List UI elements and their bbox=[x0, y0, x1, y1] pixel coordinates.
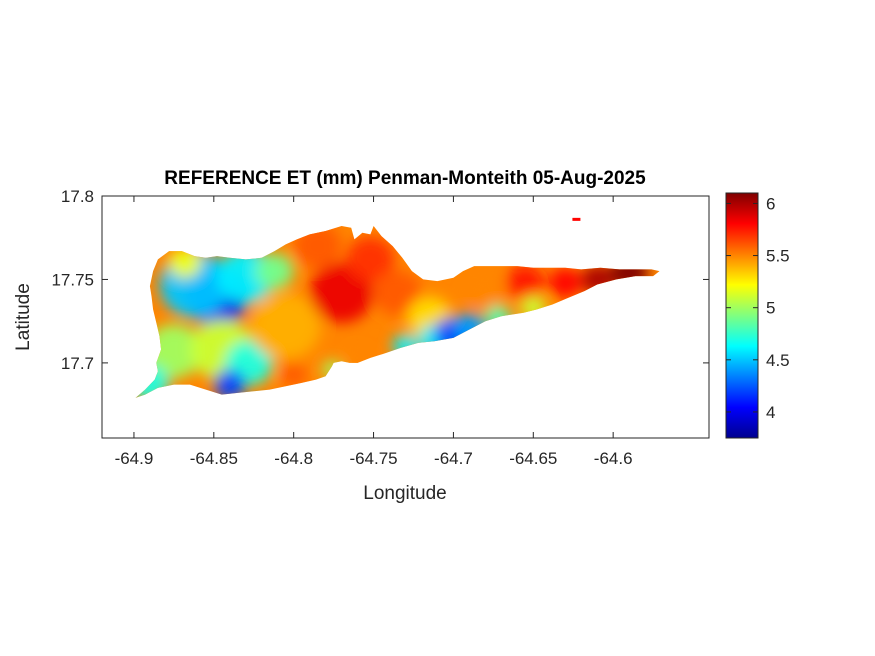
colorbar-gradient bbox=[725, 192, 759, 439]
et-islet bbox=[572, 217, 581, 221]
colorbar-tick-label: 4.5 bbox=[766, 351, 790, 370]
et-field-cell bbox=[466, 271, 505, 308]
et-field-cell bbox=[255, 253, 294, 290]
et-field-cell bbox=[506, 264, 545, 301]
x-tick-label: -64.6 bbox=[594, 449, 633, 468]
y-axis: 17.7 17.75 17.8 bbox=[51, 187, 709, 373]
colorbar-tick-label: 6 bbox=[766, 194, 775, 213]
x-tick-label: -64.9 bbox=[115, 449, 154, 468]
et-field-cell bbox=[250, 293, 321, 360]
y-tick-label: 17.75 bbox=[51, 270, 94, 289]
et-field-cell bbox=[373, 270, 422, 316]
y-tick-label: 17.7 bbox=[61, 354, 94, 373]
et-islet-cell bbox=[572, 217, 581, 221]
x-axis: -64.9 -64.85 -64.8 -64.75 -64.7 -64.65 -64.6 bbox=[115, 196, 633, 468]
x-tick-label: -64.8 bbox=[274, 449, 313, 468]
et-field-cell bbox=[346, 236, 395, 282]
x-tick-label: -64.85 bbox=[190, 449, 238, 468]
et-field-cell bbox=[213, 369, 246, 398]
x-axis-label: Longitude bbox=[363, 483, 446, 504]
et-field-cell bbox=[280, 362, 307, 387]
x-tick-label: -64.75 bbox=[349, 449, 397, 468]
chart-title: REFERENCE ET (mm) Penman-Monteith 05-Aug… bbox=[164, 168, 646, 189]
colorbar-tick-label: 5 bbox=[766, 299, 775, 318]
colorbar: 4 4.5 5 5.5 6 bbox=[725, 192, 790, 439]
colorbar-ticks: 4 4.5 5 5.5 6 bbox=[726, 194, 790, 422]
plot-area: -64.9 -64.85 -64.8 -64.75 -64.7 -64.65 -64.6 1… bbox=[51, 187, 710, 468]
x-tick-label: -64.65 bbox=[509, 449, 557, 468]
y-tick-label: 17.8 bbox=[61, 187, 94, 206]
x-tick-label: -64.7 bbox=[434, 449, 473, 468]
colorbar-tick-label: 5.5 bbox=[766, 247, 790, 266]
y-axis-label: Latitude bbox=[13, 283, 34, 351]
et-field-cell bbox=[549, 267, 582, 298]
colorbar-tick-label: 4 bbox=[766, 403, 775, 422]
